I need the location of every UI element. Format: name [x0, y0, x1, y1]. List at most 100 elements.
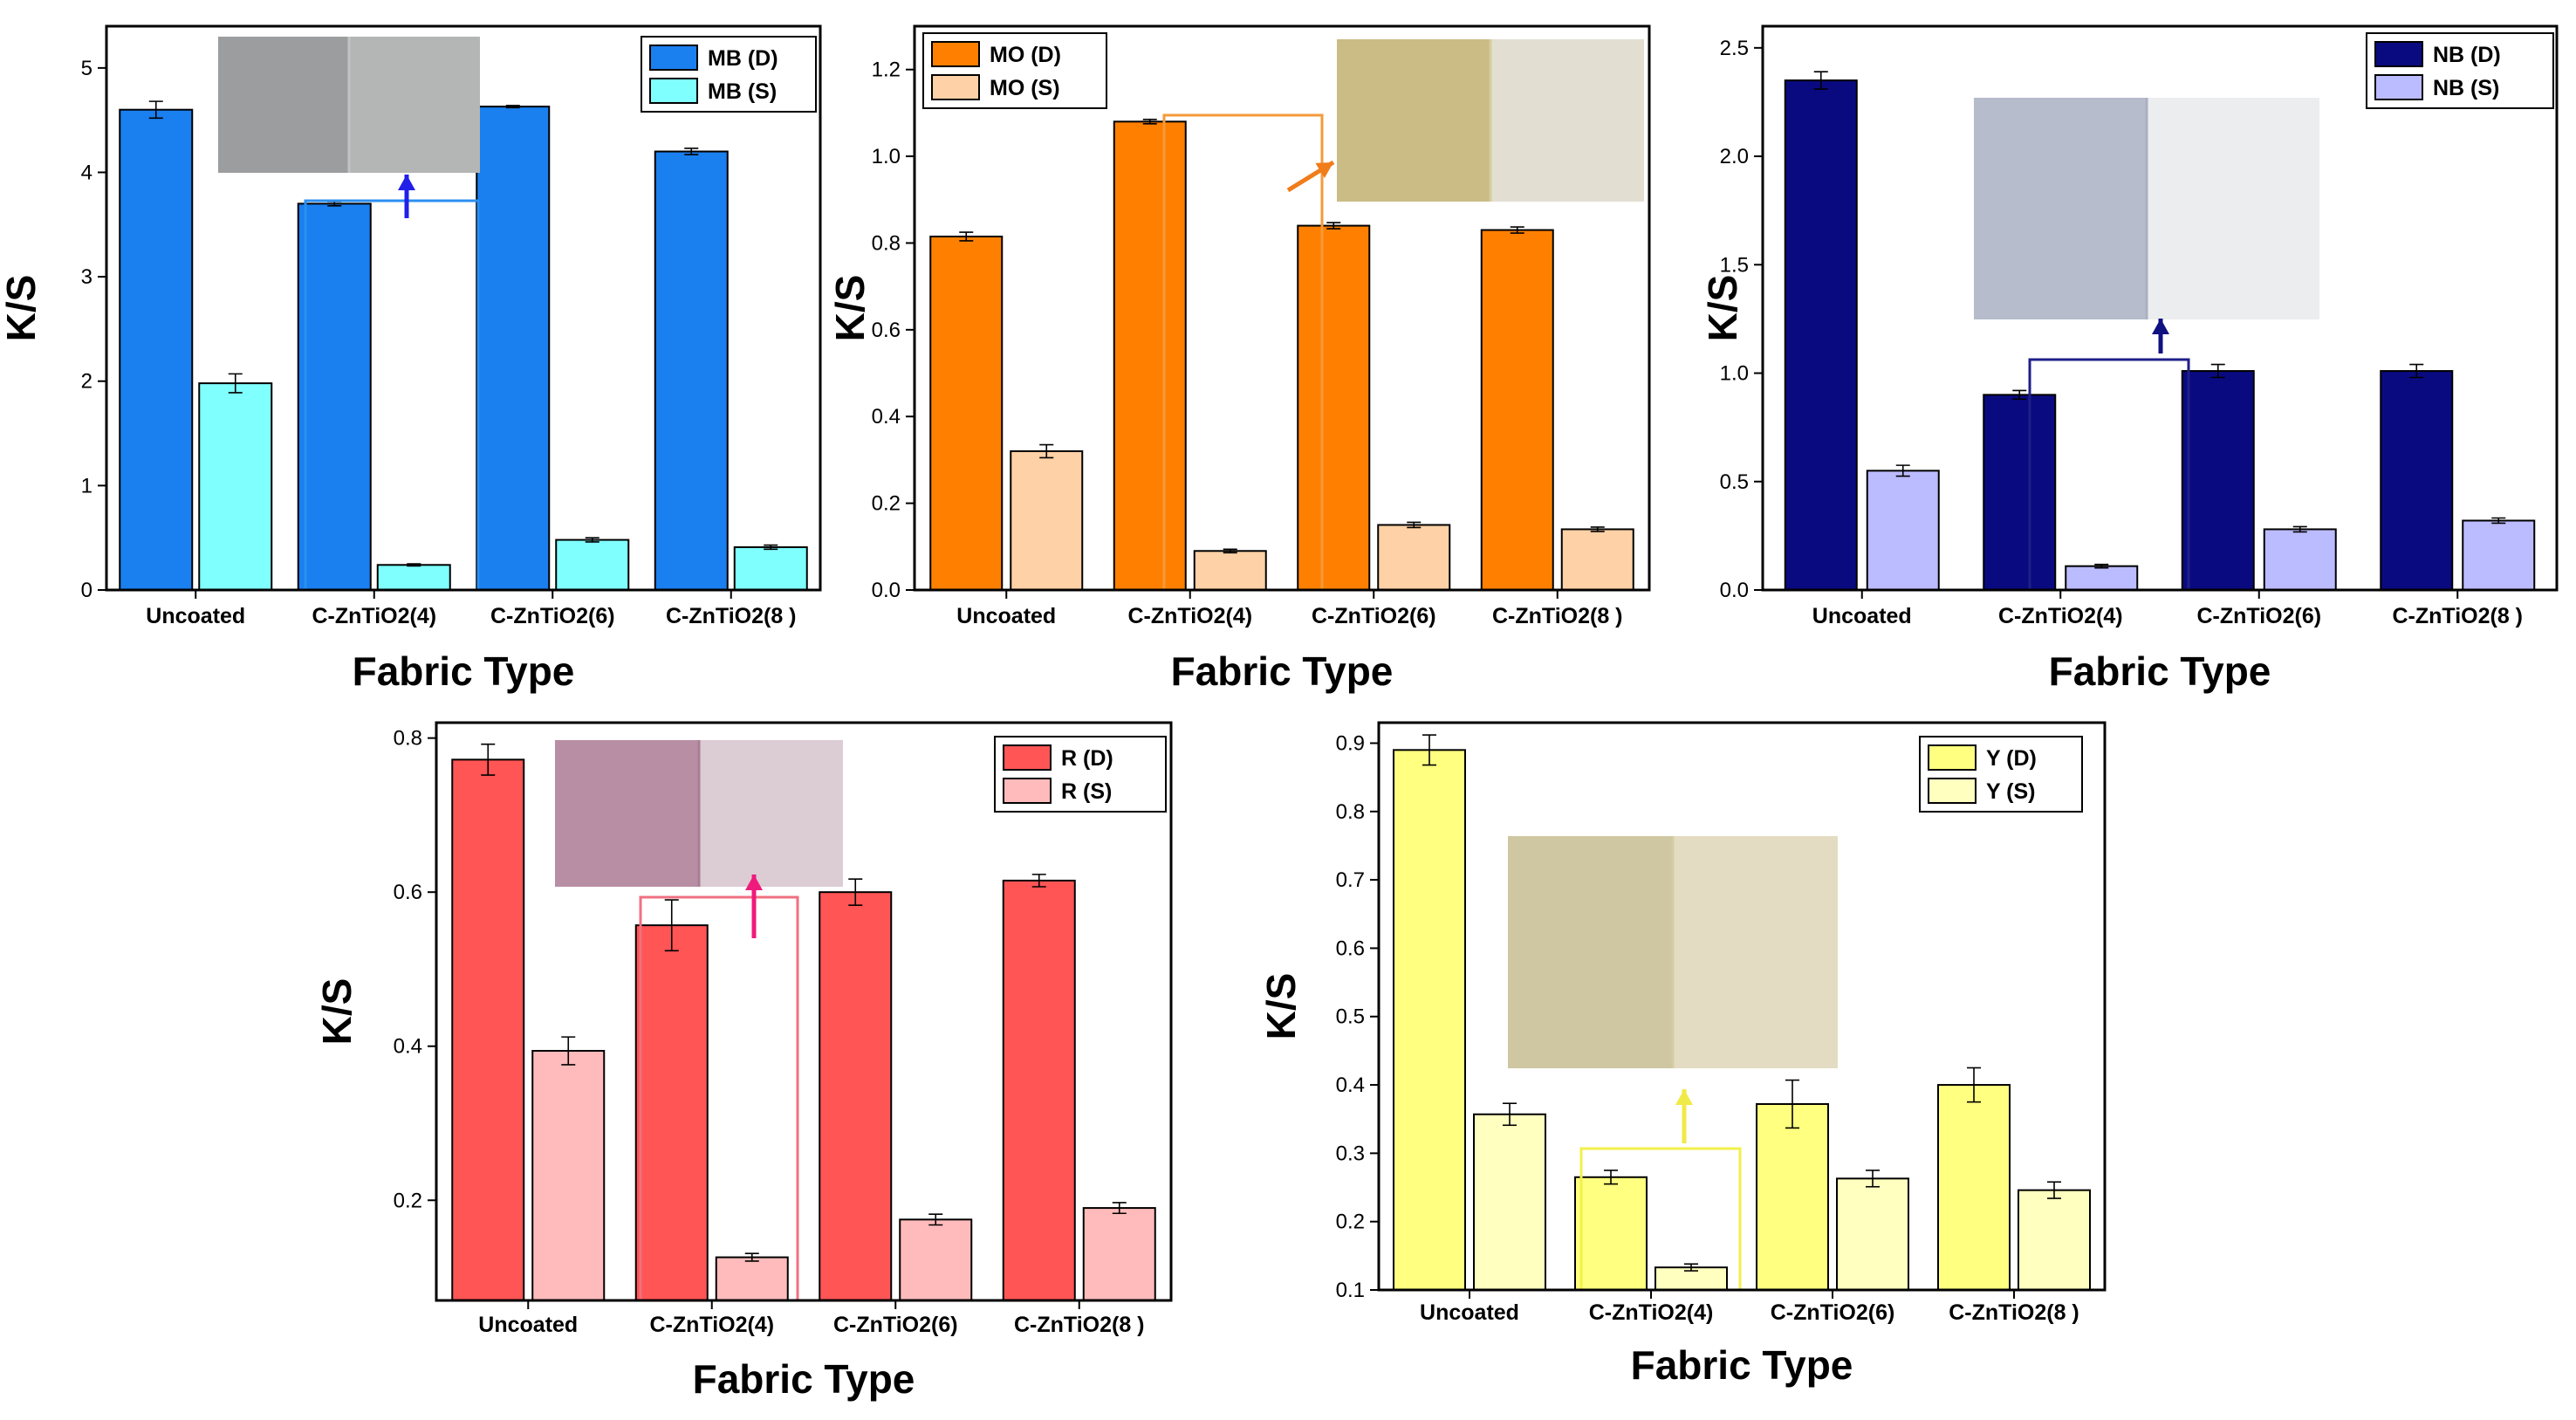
- category-label: Uncoated: [1420, 1300, 1519, 1325]
- bar-r-s--2: [715, 1256, 789, 1302]
- legend-label: MO (D): [990, 43, 1061, 67]
- bar-mo-s--1: [1010, 449, 1084, 591]
- bar-mb-s--3: [555, 539, 630, 591]
- y-tick-label: 1.0: [872, 145, 901, 168]
- bar-r-d--3: [819, 891, 893, 1301]
- y-tick-label: 0.0: [1720, 579, 1749, 602]
- legend-label: NB (S): [2433, 76, 2499, 100]
- bar-mo-s--2: [1193, 550, 1267, 591]
- y-tick-label: 0.4: [1336, 1074, 1365, 1097]
- y-tick-label: 0.8: [394, 727, 422, 751]
- legend-swatch: [1928, 778, 1977, 804]
- y-tick-label: 0.8: [872, 231, 901, 255]
- category-label: C-ZnTiO2(6): [490, 604, 615, 628]
- y-axis-title: K/S: [1258, 973, 1304, 1040]
- bar-r-d--2: [634, 924, 709, 1302]
- category-label: C-ZnTiO2(6): [1312, 604, 1436, 628]
- y-tick-label: 0.3: [1336, 1142, 1365, 1165]
- y-axis-title: K/S: [1700, 275, 1745, 342]
- chart-panel-3: Uncoated C-ZnTiO2(4) C-ZnTiO2(6) C-ZnTiO2(8…: [1700, 24, 2559, 694]
- bar-mo-d--4: [1480, 229, 1554, 591]
- inset-photo-dyed: [1337, 39, 1490, 202]
- legend-swatch: [2374, 41, 2423, 67]
- x-axis-title: Fabric Type: [353, 648, 575, 694]
- category-label: C-ZnTiO2(8 ): [1949, 1300, 2079, 1325]
- category-label: C-ZnTiO2(6): [1771, 1300, 1895, 1325]
- bar-mo-s--4: [1560, 528, 1634, 592]
- legend-swatch: [1928, 744, 1977, 771]
- y-tick-label: 0: [81, 579, 92, 602]
- bar-mb-d--3: [476, 106, 551, 592]
- legend-label: NB (D): [2433, 43, 2501, 67]
- y-tick-label: 0.5: [1336, 1005, 1365, 1029]
- bar-mb-d--2: [297, 202, 372, 592]
- bar-nb-s--3: [2263, 528, 2337, 592]
- category-label: Uncoated: [1812, 604, 1912, 628]
- bar-mb-s--4: [733, 545, 808, 591]
- bar-mb-d--1: [119, 108, 194, 592]
- bar-nb-s--2: [2065, 565, 2139, 592]
- chart-panel-4: Uncoated C-ZnTiO2(4) C-ZnTiO2(6) C-ZnTiO2(8…: [314, 721, 1173, 1402]
- legend-label: Y (S): [1986, 779, 2036, 804]
- y-tick-label: 1.5: [1720, 253, 1749, 277]
- plot-frame: [1761, 24, 2559, 592]
- y-tick-label: 0.2: [872, 492, 901, 516]
- y-tick-label: 4: [81, 161, 92, 184]
- legend-label: R (S): [1061, 779, 1112, 804]
- bar-y-d--2: [1574, 1176, 1648, 1291]
- bar-y-d--4: [1937, 1084, 2011, 1291]
- bar-y-d--3: [1756, 1102, 1829, 1291]
- category-label: C-ZnTiO2(4): [649, 1313, 774, 1337]
- category-label: C-ZnTiO2(6): [833, 1313, 958, 1337]
- bar-mo-d--1: [929, 236, 1004, 591]
- y-tick-label: 0.9: [1336, 731, 1365, 755]
- plot-frame: [105, 24, 822, 592]
- bar-mo-d--2: [1113, 120, 1187, 592]
- inset-photo-self-cleaned: [1673, 836, 1838, 1068]
- bar-r-d--4: [1002, 879, 1076, 1301]
- y-tick-label: 0.2: [394, 1189, 422, 1212]
- legend-swatch: [649, 78, 698, 104]
- chart-panel-2: Uncoated C-ZnTiO2(4) C-ZnTiO2(6) C-ZnTiO2(8…: [827, 24, 1651, 694]
- y-tick-label: 1.2: [872, 58, 901, 82]
- plot-frame: [913, 24, 1651, 592]
- plot-frame: [435, 721, 1173, 1302]
- legend-swatch: [1003, 778, 1052, 804]
- arrow-head: [745, 875, 763, 890]
- y-tick-label: 2.5: [1720, 37, 1749, 60]
- inset-photo-dyed: [1974, 98, 2147, 319]
- y-tick-label: 5: [81, 57, 92, 80]
- chart-panel-5: Uncoated C-ZnTiO2(4) C-ZnTiO2(6) C-ZnTiO2(8…: [1258, 721, 2107, 1388]
- y-axis-title: K/S: [827, 275, 873, 342]
- y-tick-label: 0.5: [1720, 470, 1749, 494]
- bar-y-d--1: [1393, 749, 1466, 1291]
- y-axis-title: K/S: [314, 978, 360, 1046]
- y-tick-label: 0.4: [872, 405, 901, 429]
- bar-r-s--4: [1082, 1207, 1156, 1301]
- bar-r-s--1: [531, 1050, 606, 1301]
- y-tick-label: 1: [81, 474, 92, 497]
- arrow-head: [1675, 1089, 1693, 1105]
- bar-nb-d--2: [1983, 394, 2057, 591]
- bar-y-s--3: [1836, 1177, 1909, 1291]
- bar-mb-s--1: [198, 382, 273, 591]
- legend-swatch: [931, 41, 980, 67]
- bar-mb-s--2: [376, 564, 451, 591]
- inset-photo-self-cleaned: [2147, 98, 2319, 319]
- category-label: C-ZnTiO2(8 ): [1014, 1313, 1145, 1337]
- category-label: C-ZnTiO2(4): [312, 604, 436, 628]
- arrow-head: [398, 175, 415, 190]
- y-tick-label: 0.2: [1336, 1211, 1365, 1234]
- legend-swatch: [931, 74, 980, 100]
- bar-mo-d--3: [1297, 224, 1371, 591]
- legend-label: Y (D): [1986, 746, 2037, 771]
- category-label: Uncoated: [146, 604, 245, 628]
- bar-nb-s--1: [1866, 470, 1940, 591]
- bar-r-s--3: [899, 1218, 973, 1301]
- legend-label: MB (S): [708, 79, 777, 104]
- bar-nb-d--1: [1784, 79, 1858, 592]
- inset-photo-self-cleaned: [699, 740, 843, 887]
- bar-r-d--1: [451, 758, 525, 1301]
- y-axis-title: K/S: [0, 275, 44, 342]
- y-tick-label: 0.1: [1336, 1279, 1365, 1302]
